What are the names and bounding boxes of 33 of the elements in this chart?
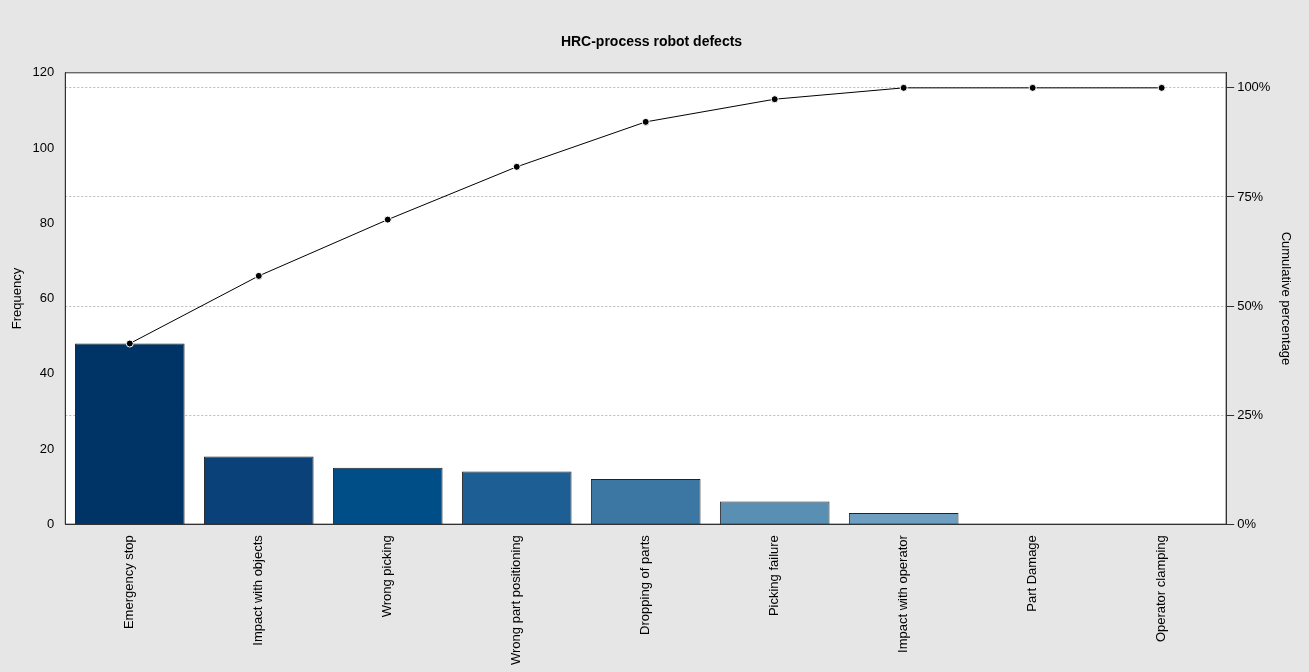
point [1028,83,1037,92]
y2-tick-label: 25% [1237,406,1264,422]
point [1157,83,1166,92]
y2-tick-label: 75% [1237,188,1264,204]
x-tick-label: Impact with objects [250,534,266,646]
y2-tick-label: 0% [1237,515,1257,531]
point [125,339,134,348]
y2-axis-title: Cumulative percentage [1278,231,1294,366]
y-tick-label: 60 [39,290,55,306]
x-tick-label: Impact with operator [895,534,911,653]
point [641,117,650,126]
x-tick-label: Operator clamping [1153,535,1169,643]
point [512,162,521,171]
x-tick-label: Dropping of parts [637,534,653,635]
y-tick-label: 0 [47,515,55,531]
point [899,83,908,92]
y-tick-label: 20 [39,440,55,456]
y-axis-title: Frequency [9,267,25,330]
x-tick-label: Wrong picking [379,535,395,618]
y-tick-label: 100 [32,139,55,155]
y2-tick-label: 100% [1237,79,1271,95]
x-tick-label: Wrong part positioning [508,535,524,666]
point [770,95,779,104]
point [254,271,263,280]
y-tick-label: 40 [39,365,55,381]
chart-title: HRC-process robot defects [560,33,743,50]
x-tick-label: Part Damage [1024,535,1040,612]
y-tick-label: 80 [39,214,55,230]
x-tick-label: Picking failure [766,535,782,617]
y2-tick-label: 50% [1237,297,1264,313]
y-tick-label: 120 [32,64,55,80]
point [383,215,392,224]
x-tick-label: Emergency stop [121,535,137,630]
